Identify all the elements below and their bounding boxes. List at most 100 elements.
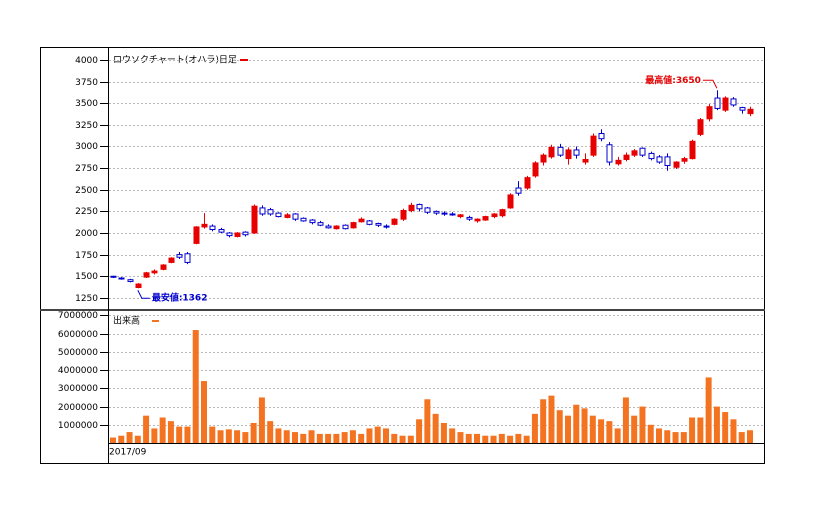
volume-bar — [747, 430, 753, 443]
volume-bar — [275, 428, 282, 443]
volume-bar — [639, 406, 646, 443]
volume-bar — [333, 433, 340, 443]
candle-body — [218, 229, 225, 233]
candle-body — [722, 97, 729, 111]
volume-bar — [391, 433, 398, 443]
candle-body — [424, 207, 431, 213]
volume-bar — [234, 430, 241, 443]
y-tick-label: 2000000 — [58, 403, 98, 413]
volume-bar — [722, 412, 729, 443]
y-tick-label: 3000 — [75, 142, 98, 152]
candle-body — [606, 144, 613, 163]
volume-bar — [440, 422, 447, 443]
candle-body — [209, 225, 216, 231]
volume-bar — [416, 419, 423, 443]
candle-body — [127, 279, 134, 282]
candle-body — [317, 222, 324, 226]
volume-bar — [184, 426, 191, 443]
volume-bar — [713, 406, 720, 443]
y-tick-label: 4000000 — [58, 366, 98, 376]
candle-body — [375, 222, 382, 226]
y-tick-label: 1000000 — [58, 421, 98, 431]
candle-body — [631, 150, 638, 156]
volume-bar — [697, 417, 704, 443]
candle-body — [309, 219, 316, 224]
volume-bar — [292, 432, 298, 443]
candle-body — [590, 135, 597, 156]
volume-bar — [540, 399, 547, 443]
y-tick-label: 2250 — [75, 207, 98, 217]
volume-bar — [151, 428, 158, 443]
volume-bar — [118, 435, 125, 443]
y-tick-label: 3750 — [75, 78, 98, 88]
volume-bar — [565, 415, 571, 443]
candle-body — [656, 156, 663, 163]
candle-body — [143, 272, 150, 278]
volume-bar — [267, 421, 274, 443]
volume-bar — [110, 437, 116, 443]
candle-body — [226, 232, 233, 237]
volume-bar — [366, 428, 373, 443]
candle-body — [582, 158, 589, 163]
candle-body — [342, 224, 349, 230]
y-tick-label: 1500 — [75, 272, 98, 282]
candle-body — [697, 119, 704, 135]
volume-bar — [523, 435, 530, 443]
candle-body — [706, 106, 713, 120]
candle-body — [524, 177, 531, 189]
candle-body — [267, 209, 274, 215]
candle-body — [565, 149, 572, 160]
candle-body — [648, 152, 655, 160]
candle-body — [681, 158, 688, 162]
volume-bar — [358, 433, 365, 443]
max-label: 最高値:3650 — [645, 74, 701, 86]
volume-bar — [308, 430, 315, 443]
candle-body — [391, 218, 398, 225]
x-tick-label: 2017/09 — [109, 448, 147, 458]
volume-bar — [531, 413, 538, 443]
candle-body — [325, 225, 332, 229]
candle-body — [292, 213, 299, 220]
volume-bar — [589, 415, 596, 443]
candle-body — [184, 253, 191, 263]
volume-bar — [498, 433, 505, 443]
volume-bar — [341, 432, 348, 443]
candle-body — [242, 231, 249, 236]
candle-body — [275, 212, 282, 218]
volume-bar — [680, 432, 687, 443]
volume-bar — [349, 430, 356, 443]
max-arrow — [702, 79, 718, 89]
volume-bar — [556, 410, 563, 443]
candle-body — [366, 220, 373, 225]
volume-bar — [209, 426, 216, 443]
candle-body — [408, 204, 415, 212]
candle-body — [135, 283, 142, 289]
candle-body — [416, 203, 423, 210]
volume-bar — [622, 397, 629, 443]
volume-bar — [399, 435, 406, 443]
volume-bar — [490, 435, 497, 443]
volume-bar — [424, 399, 431, 443]
volume-bar — [258, 397, 265, 443]
volume-title: 出来高 — [113, 315, 140, 327]
candle-body — [507, 194, 514, 209]
volume-bar — [126, 432, 133, 443]
candle-body — [449, 213, 456, 216]
volume-bar — [581, 408, 588, 443]
candle-body — [730, 98, 737, 106]
candle-body — [615, 159, 622, 165]
candle-body — [358, 218, 365, 223]
volume-bar — [656, 428, 662, 443]
volume-bar — [515, 433, 522, 443]
volume-bar — [159, 417, 166, 443]
y-tick-label: 2000 — [75, 229, 98, 239]
candle-body — [433, 210, 440, 214]
candle-body — [383, 225, 390, 228]
candle-body — [333, 225, 340, 230]
candle-body — [474, 218, 481, 222]
volume-bar — [325, 433, 332, 443]
volume-bar — [507, 435, 514, 443]
y-tick-label: 2500 — [75, 186, 98, 196]
